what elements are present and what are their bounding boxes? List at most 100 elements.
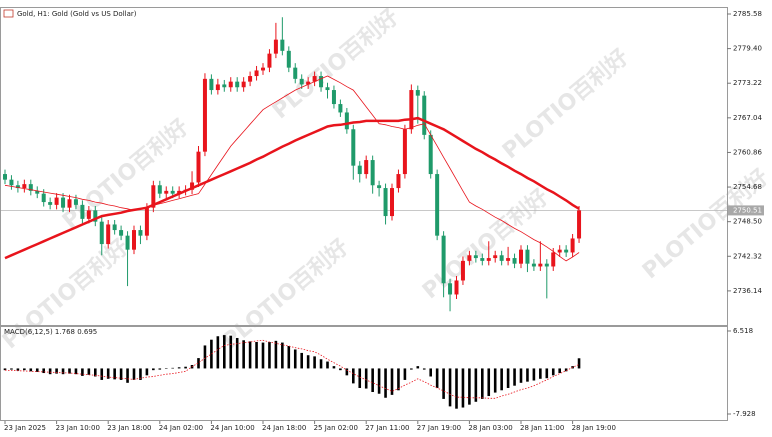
candle-body bbox=[293, 67, 298, 79]
y-tick-label: 2748.50 bbox=[733, 218, 762, 226]
macd-bar bbox=[293, 349, 297, 369]
candle-body bbox=[138, 230, 143, 236]
macd-bar bbox=[332, 366, 336, 369]
candle-body bbox=[415, 90, 420, 96]
symbol-icon bbox=[3, 9, 14, 18]
macd-bar bbox=[126, 368, 129, 383]
x-tick-label: 24 Jan 10:00 bbox=[210, 424, 254, 432]
macd-bar bbox=[352, 368, 355, 384]
macd-bar bbox=[442, 368, 445, 399]
candle-body bbox=[280, 39, 285, 51]
macd-bar bbox=[81, 368, 84, 376]
x-tick-label: 23 Jan 10:00 bbox=[56, 424, 100, 432]
macd-bar bbox=[474, 368, 478, 402]
candle-body bbox=[383, 188, 388, 217]
macd-bar bbox=[306, 355, 310, 369]
candle-body bbox=[370, 160, 375, 186]
x-tick-label: 24 Jan 02:00 bbox=[159, 424, 203, 432]
y-tick-label: 2767.04 bbox=[733, 114, 762, 122]
candle-body bbox=[460, 260, 465, 281]
candle-body bbox=[157, 185, 162, 194]
macd-bar bbox=[364, 368, 368, 389]
candle-body bbox=[312, 76, 317, 82]
candle-body bbox=[467, 255, 472, 261]
candle-body bbox=[132, 230, 136, 250]
candle-body bbox=[512, 258, 517, 264]
y-tick-label: -7.928 bbox=[733, 410, 756, 418]
macd-bar bbox=[139, 368, 142, 380]
candle-body bbox=[422, 95, 427, 135]
candle-body bbox=[396, 174, 401, 189]
candle-body bbox=[454, 280, 459, 295]
x-tick-label: 23 Jan 2025 bbox=[4, 424, 46, 432]
candle-body bbox=[377, 185, 382, 189]
macd-bar bbox=[319, 359, 323, 369]
candle-body bbox=[338, 104, 343, 113]
macd-bar bbox=[577, 358, 581, 369]
macd-bar bbox=[94, 368, 97, 377]
candle-body bbox=[228, 81, 233, 88]
macd-bar bbox=[100, 368, 104, 380]
macd-bar bbox=[197, 358, 200, 369]
macd-bar bbox=[526, 368, 529, 382]
macd-bar bbox=[223, 335, 226, 369]
candle-body bbox=[441, 235, 446, 284]
candle-body bbox=[525, 249, 530, 264]
current-price-label: 2750.51 bbox=[733, 206, 762, 214]
candle-body bbox=[351, 129, 356, 166]
candle-body bbox=[448, 283, 453, 295]
macd-bar bbox=[68, 368, 71, 374]
candle-body bbox=[151, 185, 156, 208]
macd-bar bbox=[384, 368, 387, 398]
macd-bar bbox=[113, 368, 116, 380]
candle-body bbox=[125, 235, 130, 250]
macd-bar bbox=[23, 368, 26, 371]
macd-bar bbox=[455, 368, 458, 409]
macd-bar bbox=[16, 368, 20, 371]
macd-bar bbox=[481, 368, 484, 399]
y-tick-label: 2754.68 bbox=[733, 183, 762, 191]
y-tick-label: 2773.22 bbox=[733, 79, 762, 87]
candle-body bbox=[493, 255, 498, 259]
candle-body bbox=[3, 174, 7, 180]
macd-bar bbox=[10, 368, 13, 370]
macd-bar bbox=[48, 368, 52, 375]
candle-body bbox=[41, 193, 46, 203]
macd-bar bbox=[448, 368, 452, 407]
candle-body bbox=[473, 255, 478, 259]
candle-body bbox=[538, 263, 543, 267]
macd-bar bbox=[345, 368, 349, 376]
macd-bar bbox=[564, 368, 568, 372]
candle-body bbox=[177, 190, 182, 194]
macd-bar bbox=[461, 368, 465, 408]
candle-body bbox=[48, 202, 53, 205]
macd-bar bbox=[216, 336, 220, 369]
x-tick-label: 28 Jan 03:00 bbox=[468, 424, 512, 432]
x-tick-label: 28 Jan 11:00 bbox=[520, 424, 564, 432]
macd-bar bbox=[248, 341, 252, 369]
macd-bar bbox=[371, 368, 374, 393]
macd-bar bbox=[210, 339, 213, 369]
candle-body bbox=[22, 184, 27, 189]
macd-bar bbox=[74, 368, 78, 375]
candle-body bbox=[480, 258, 485, 261]
candle-body bbox=[557, 249, 562, 253]
macd-bar bbox=[539, 368, 542, 379]
macd-bar bbox=[106, 368, 110, 379]
candle-body bbox=[273, 39, 278, 54]
y-tick-label: 2760.86 bbox=[733, 148, 762, 156]
macd-bar bbox=[242, 340, 245, 369]
candle-body bbox=[86, 210, 91, 219]
candle-body bbox=[435, 174, 440, 236]
macd-bar bbox=[3, 368, 7, 371]
macd-bar bbox=[377, 368, 381, 394]
macd-bar bbox=[152, 368, 155, 371]
candle-body bbox=[551, 252, 556, 267]
candle-body bbox=[299, 78, 304, 85]
candle-body bbox=[112, 224, 117, 231]
candle-body bbox=[531, 263, 536, 267]
macd-bar bbox=[145, 368, 149, 376]
y-tick-label: 2785.58 bbox=[733, 10, 762, 18]
macd-bar bbox=[500, 368, 503, 391]
